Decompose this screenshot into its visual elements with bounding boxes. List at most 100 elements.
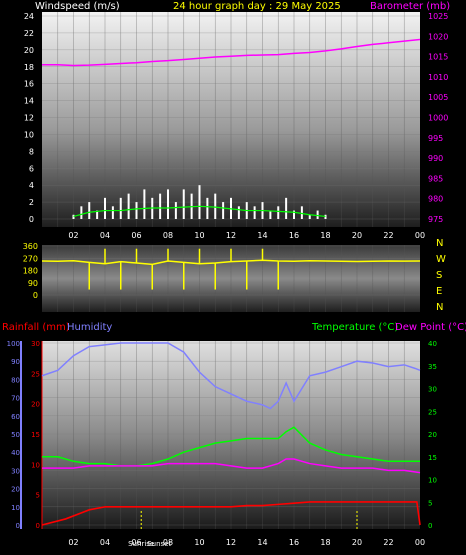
direction-tick-label: 180 — [23, 267, 38, 276]
wind-x-tick-label: 00 — [415, 231, 425, 240]
wind-x-tick-label: 16 — [289, 231, 299, 240]
windspeed-axis-label: Windspeed (m/s) — [35, 1, 120, 12]
temp-x-tick-label: 06 — [131, 538, 141, 547]
windspeed-tick-label: 6 — [29, 164, 34, 173]
temp-x-tick-label: 18 — [320, 538, 330, 547]
humidity-tick-label: 60 — [11, 413, 20, 421]
humidity-line — [41, 342, 421, 410]
windspeed-tick-label: 16 — [24, 80, 34, 89]
wind-average-line — [73, 205, 326, 218]
wind-x-tick-label: 02 — [68, 231, 78, 240]
rainfall-tick-label: 10 — [31, 461, 40, 469]
compass-label: E — [436, 286, 442, 297]
temperature-tick-label: 35 — [428, 363, 437, 371]
windspeed-tick-label: 24 — [24, 12, 34, 21]
windspeed-tick-label: 8 — [29, 147, 34, 156]
temperature-tick-label: 20 — [428, 431, 437, 439]
humidity-tick-label: 20 — [11, 486, 20, 494]
wind-x-tick-label: 12 — [226, 231, 236, 240]
temp-x-tick-label: 10 — [194, 538, 204, 547]
temp-x-tick-label: 04 — [100, 538, 110, 547]
temp-x-tick-label: 22 — [383, 538, 393, 547]
sunrise-label: Sunrise — [128, 540, 154, 548]
temp-x-tick-label: 20 — [352, 538, 362, 547]
grid-lines — [42, 12, 420, 529]
humidity-tick-label: 50 — [11, 431, 20, 439]
barometer-axis-label: Barometer (mb) — [370, 1, 450, 12]
barometer-tick-label: 985 — [428, 174, 443, 183]
temp-x-tick-label: 02 — [68, 538, 78, 547]
windspeed-tick-label: 14 — [24, 97, 34, 106]
compass-label: W — [436, 254, 446, 265]
barometer-tick-label: 1015 — [428, 53, 448, 62]
barometer-tick-label: 1010 — [428, 73, 448, 82]
barometer-line — [42, 38, 421, 67]
humidity-tick-label: 70 — [11, 395, 20, 403]
humidity-tick-label: 100 — [7, 340, 20, 348]
humidity-tick-label: 30 — [11, 467, 20, 475]
rainfall-tick-label: 0 — [36, 522, 40, 530]
wind-x-tick-label: 08 — [163, 231, 173, 240]
windspeed-tick-label: 0 — [29, 215, 34, 224]
rainfall-tick-label: 25 — [31, 370, 40, 378]
rainfall-line — [41, 501, 421, 526]
direction-tick-label: 360 — [23, 242, 38, 251]
humidity-tick-label: 80 — [11, 376, 20, 384]
data-series — [41, 38, 421, 529]
temperature-tick-label: 0 — [428, 522, 432, 530]
windspeed-tick-label: 22 — [24, 29, 34, 38]
dewpoint-line — [42, 458, 421, 474]
barometer-tick-label: 1005 — [428, 93, 448, 102]
wind-x-tick-label: 10 — [194, 231, 204, 240]
barometer-tick-label: 990 — [428, 154, 443, 163]
barometer-tick-label: 1025 — [428, 12, 448, 21]
compass-label: N — [436, 302, 443, 313]
direction-tick-label: 270 — [23, 254, 38, 263]
temp-x-tick-label: 00 — [415, 538, 425, 547]
rainfall-tick-label: 20 — [31, 401, 40, 409]
temperature-tick-label: 30 — [428, 386, 437, 394]
temperature-tick-label: 25 — [428, 408, 437, 416]
temperature-tick-label: 10 — [428, 477, 437, 485]
wind-x-tick-label: 14 — [257, 231, 267, 240]
rainfall-tick-label: 5 — [36, 492, 40, 500]
windspeed-tick-label: 4 — [29, 181, 34, 190]
windspeed-tick-label: 10 — [24, 130, 34, 139]
humidity-tick-label: 90 — [11, 358, 20, 366]
temperature-tick-label: 15 — [428, 454, 437, 462]
temperature-tick-label: 5 — [428, 499, 432, 507]
wind-x-tick-label: 22 — [383, 231, 393, 240]
wind-x-tick-label: 04 — [100, 231, 110, 240]
rainfall-tick-label: 15 — [31, 431, 40, 439]
compass-label: N — [436, 238, 443, 249]
rainfall-axis-label: Rainfall (mm) — [2, 322, 70, 333]
direction-tick-label: 0 — [33, 291, 38, 300]
rainfall-tick-label: 30 — [31, 340, 40, 348]
barometer-tick-label: 1020 — [428, 32, 448, 41]
windspeed-tick-label: 12 — [24, 114, 34, 123]
sunset-label: Sunset — [147, 540, 171, 548]
humidity-tick-label: 0 — [16, 522, 20, 530]
windspeed-tick-label: 2 — [29, 198, 34, 207]
axes-labels: 0246810121416182022249759809859909951000… — [7, 12, 449, 548]
temperature-line — [42, 426, 420, 467]
wind-x-tick-label: 20 — [352, 231, 362, 240]
chart-title: 24 hour graph day : 29 May 2025 — [173, 1, 341, 12]
temperature-axis-label: Temperature (°C) — [311, 322, 398, 333]
barometer-tick-label: 995 — [428, 134, 443, 143]
temp-x-tick-label: 16 — [289, 538, 299, 547]
direction-tick-label: 90 — [28, 279, 38, 288]
wind-x-tick-label: 18 — [320, 231, 330, 240]
humidity-tick-label: 40 — [11, 449, 20, 457]
barometer-tick-label: 980 — [428, 195, 443, 204]
windspeed-tick-label: 18 — [24, 63, 34, 72]
temp-x-tick-label: 08 — [163, 538, 173, 547]
barometer-tick-label: 1000 — [428, 114, 448, 123]
barometer-tick-label: 975 — [428, 215, 443, 224]
windspeed-tick-label: 20 — [24, 46, 34, 55]
wind-x-tick-label: 06 — [131, 231, 141, 240]
temp-x-tick-label: 14 — [257, 538, 267, 547]
humidity-axis-label: Humidity — [67, 322, 112, 333]
